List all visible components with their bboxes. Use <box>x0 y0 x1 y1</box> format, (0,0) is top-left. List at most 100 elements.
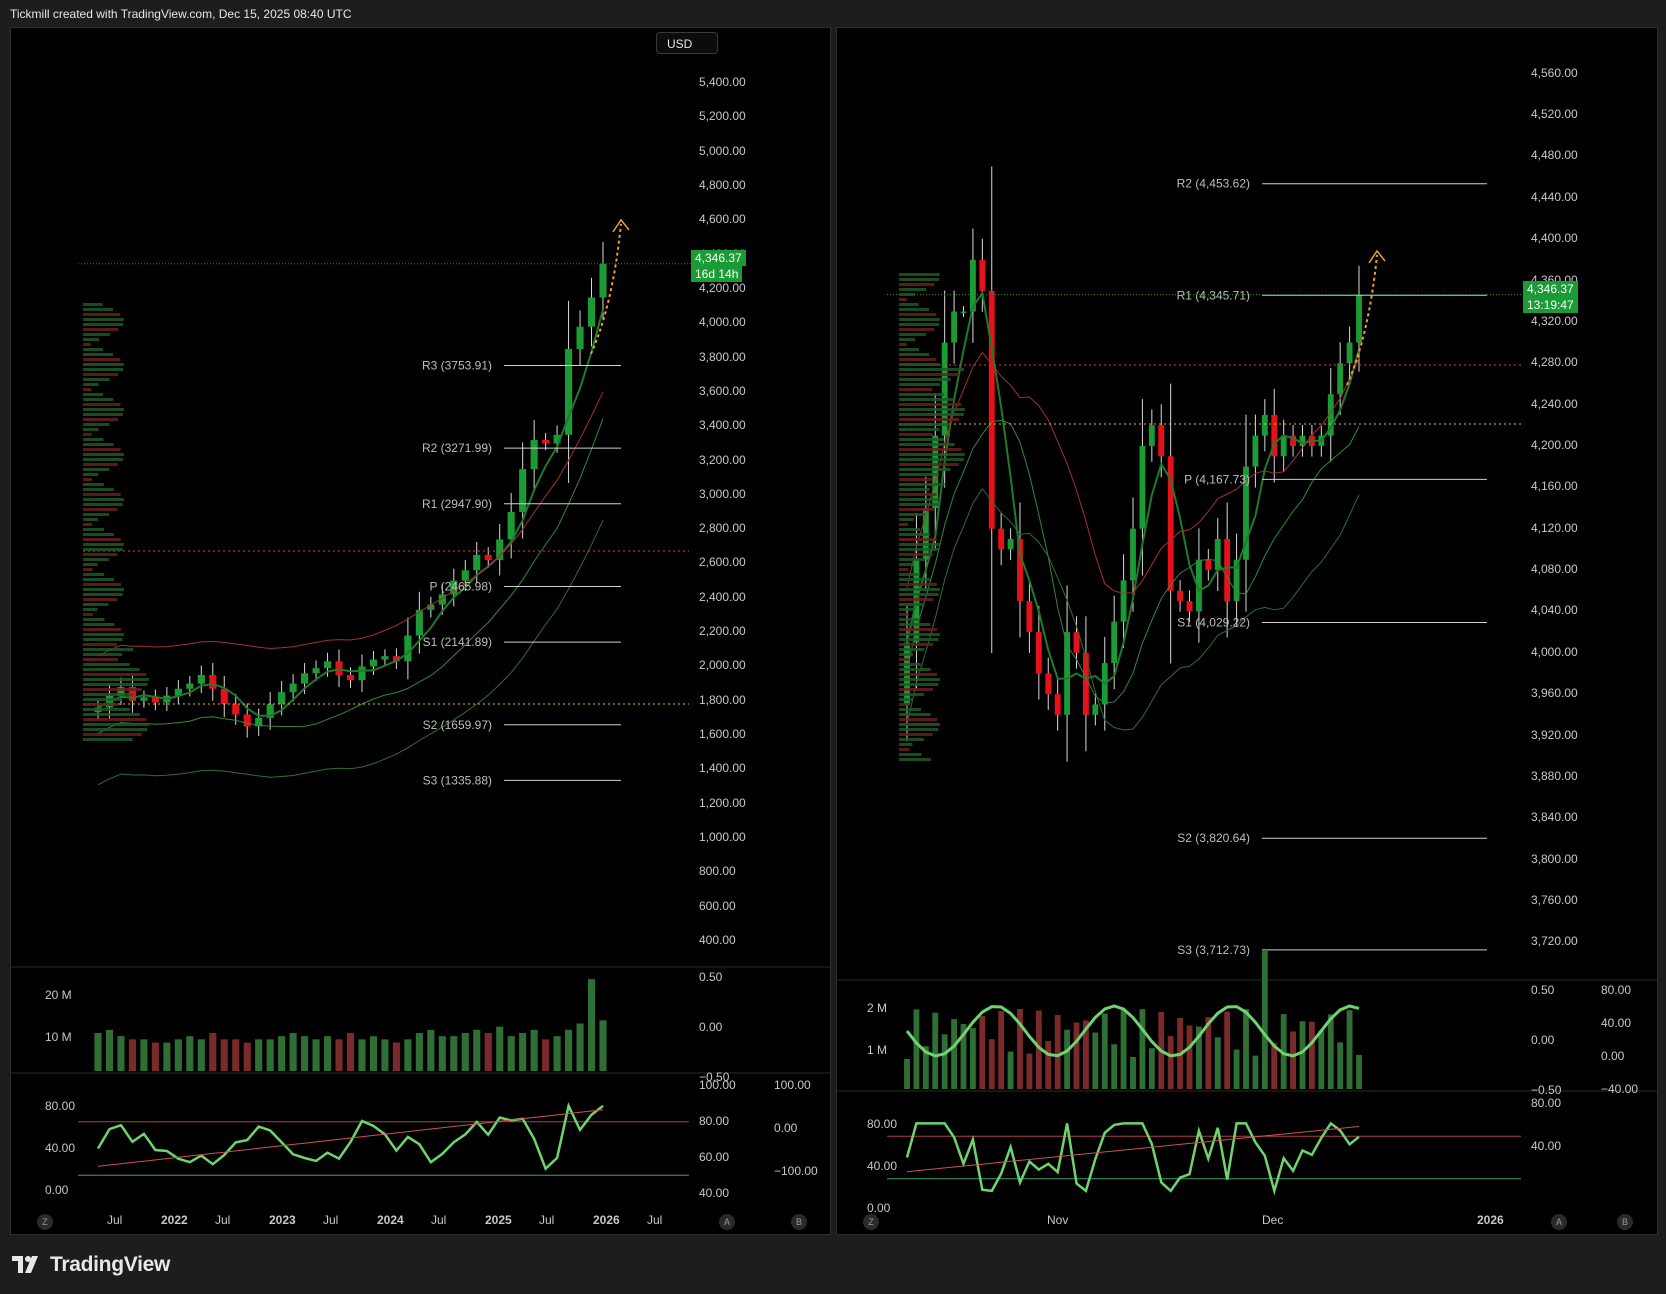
candle-body <box>932 435 939 508</box>
volume-bar <box>1035 1010 1042 1089</box>
left-chart-canvas[interactable]: R3 (3753.91) R2 (3271.99) R1 (2947.90) P (2… <box>11 28 830 1234</box>
volume-profile-bar <box>83 668 140 671</box>
oscillator-line <box>96 1101 604 1171</box>
scale-button-a[interactable]: A <box>1551 1214 1567 1230</box>
pivot-level-label: R2 (4,453.62) <box>1177 177 1250 191</box>
price-axis-tick: 2,600.00 <box>699 555 746 570</box>
volume-profile-bar <box>83 413 123 416</box>
volume-profile-bar <box>83 508 118 511</box>
candle-body <box>1243 466 1249 560</box>
price-axis-tick: 800.00 <box>699 864 736 879</box>
volume-profile-bar <box>83 343 92 346</box>
candle-body <box>1271 414 1278 457</box>
volume-profile-bar <box>899 403 962 406</box>
volume-profile-bar <box>83 498 124 501</box>
right-chart-pane[interactable]: R2 (4,453.62) R1 (4,345.71) P (4,167.73) S1… <box>836 27 1658 1235</box>
candle-body <box>1054 694 1061 715</box>
volume-profile-bar <box>899 448 962 451</box>
volume-profile-bar <box>83 348 103 351</box>
scale-button-a[interactable]: A <box>719 1214 735 1230</box>
pivot-level-label: S3 (3,712.73) <box>1177 943 1250 957</box>
candle-body <box>140 697 148 701</box>
price-axis-tick: 3,200.00 <box>699 452 746 467</box>
volume-profile-bar <box>899 488 930 491</box>
volume-profile-bar <box>899 683 939 686</box>
volume-profile-bar <box>899 733 933 736</box>
volume-profile-bar <box>899 698 913 701</box>
scale-button-z[interactable]: Z <box>37 1214 53 1230</box>
volume-profile-bar <box>83 373 119 376</box>
volume-profile-bar <box>899 343 908 346</box>
price-axis-tick: 600.00 <box>699 898 736 913</box>
volume-profile-bar <box>899 748 910 751</box>
oscillator-mid-tick: 80.00 <box>699 1114 730 1128</box>
volume-profile-bar <box>899 723 940 726</box>
volume-profile-bar <box>83 733 142 736</box>
currency-button[interactable]: USD <box>656 32 718 54</box>
volume-profile-bar <box>899 458 964 461</box>
moving-average-line <box>906 290 1360 686</box>
candle-body <box>335 661 343 676</box>
right-chart-canvas[interactable]: R2 (4,453.62) R1 (4,345.71) P (4,167.73) S1… <box>837 28 1657 1234</box>
volume-bar <box>1082 1020 1089 1089</box>
candle-body <box>243 714 251 727</box>
volume-profile-bar <box>83 698 122 701</box>
candle-body <box>1224 539 1231 602</box>
price-axis-tick: 3,960.00 <box>1531 686 1578 701</box>
time-axis-tick: 2026 <box>593 1213 620 1227</box>
volume-bar <box>1356 1054 1362 1089</box>
volume-profile-bar <box>83 383 99 386</box>
volume-bar <box>1224 1011 1231 1089</box>
volume-profile-bar <box>83 708 131 711</box>
volume-profile-bar <box>899 638 939 641</box>
price-axis-tick: 1,000.00 <box>699 830 746 845</box>
volume-profile-bar <box>83 473 99 476</box>
volume-profile-bar <box>83 523 93 526</box>
projection-path <box>590 223 622 355</box>
oscillator-right-tick: 0.00 <box>774 1121 798 1135</box>
volume-profile-bar <box>899 643 934 646</box>
volume-bar <box>105 1029 114 1071</box>
volume-profile-bar <box>83 448 121 451</box>
volume-profile-bar <box>899 503 939 506</box>
volume-profile-bar <box>899 313 937 316</box>
volume-profile-bar <box>83 653 123 656</box>
time-axis-tick: Jul <box>539 1213 555 1227</box>
candle-body <box>278 692 286 705</box>
volume-profile-bar <box>899 728 939 731</box>
volume-profile-bar <box>83 588 124 591</box>
tradingview-brand[interactable]: TradingView <box>12 1253 170 1277</box>
volume-bar <box>922 1046 929 1089</box>
volume-profile-bar <box>899 573 921 576</box>
price-axis-tick: 4,400.00 <box>1531 231 1578 246</box>
candle-body <box>197 675 205 684</box>
left-chart-pane[interactable]: R3 (3753.91) R2 (3271.99) R1 (2947.90) P (2… <box>10 27 831 1235</box>
volume-bar <box>209 1033 217 1071</box>
volume-profile-bar <box>899 708 922 711</box>
volume-profile-bar <box>899 538 937 541</box>
volume-profile-bar <box>899 353 930 356</box>
volume-bar <box>1195 1026 1202 1089</box>
candle-body <box>346 675 355 681</box>
price-axis-tick: 4,280.00 <box>1531 355 1578 370</box>
volume-profile-bar <box>899 613 909 616</box>
price-axis-tick: 4,440.00 <box>1531 189 1578 204</box>
volume-bar <box>1130 1056 1136 1089</box>
volume-profile-bar <box>899 628 938 631</box>
volume-profile-bar <box>899 588 940 591</box>
scale-button-b[interactable]: B <box>1617 1214 1633 1230</box>
volume-profile-bar <box>83 578 115 581</box>
candle-body <box>1327 394 1334 436</box>
price-axis-tick: 3,600.00 <box>699 383 746 398</box>
scale-button-b[interactable]: B <box>791 1214 807 1230</box>
volume-profile-bar <box>83 623 115 626</box>
candle-body <box>599 263 607 298</box>
volume-profile-bar <box>899 383 940 386</box>
volume-bar <box>1139 1009 1146 1089</box>
scale-button-z[interactable]: Z <box>863 1214 879 1230</box>
price-axis-tick: 4,240.00 <box>1531 396 1578 411</box>
volume-profile-bar <box>899 653 914 656</box>
volume-bar <box>530 1029 538 1071</box>
volume-profile-bar <box>899 648 925 651</box>
tradingview-logo-icon <box>12 1256 38 1273</box>
